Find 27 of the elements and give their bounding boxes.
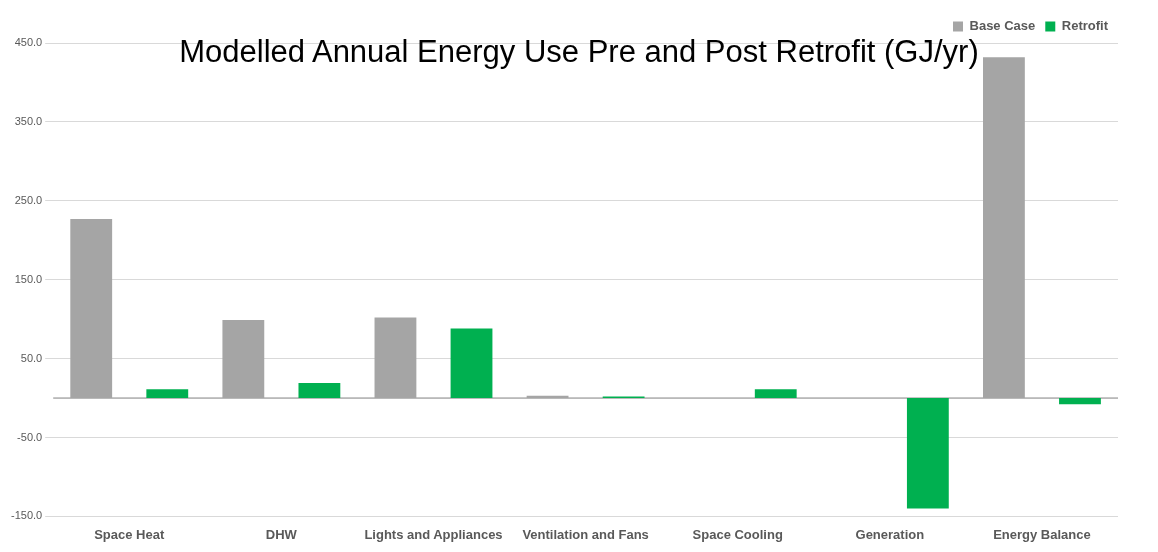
y-tick-label: 250.0 bbox=[14, 193, 43, 206]
bar bbox=[906, 398, 949, 509]
legend-label: Retrofit bbox=[1061, 18, 1109, 34]
x-tick-label: DHW bbox=[265, 526, 298, 542]
y-tick-label: 350.0 bbox=[14, 114, 43, 127]
x-tick-label: Ventilation and Fans bbox=[522, 526, 649, 542]
y-tick-label: -150.0 bbox=[10, 509, 43, 522]
chart-title: Modelled Annual Energy Use Pre and Post Retrofit (GJ/yr) bbox=[179, 34, 979, 69]
bar bbox=[70, 218, 113, 399]
bar bbox=[222, 319, 265, 399]
bar bbox=[450, 328, 493, 399]
x-tick-label: Generation bbox=[855, 526, 925, 542]
bar bbox=[754, 389, 797, 399]
x-tick-label: Space Cooling bbox=[692, 526, 783, 542]
bar bbox=[1059, 398, 1101, 405]
legend-label: Base Case bbox=[969, 18, 1036, 34]
y-tick-label: 450.0 bbox=[14, 36, 43, 49]
x-tick-label: Energy Balance bbox=[993, 526, 1091, 542]
y-tick-label: -50.0 bbox=[17, 430, 43, 443]
x-tick-label: Space Heat bbox=[94, 526, 165, 542]
bar bbox=[298, 383, 341, 399]
y-tick-label: 50.0 bbox=[20, 351, 43, 364]
bar bbox=[146, 389, 189, 399]
x-tick-label: Lights and Appliances bbox=[364, 526, 503, 542]
y-tick-label: 150.0 bbox=[14, 272, 43, 285]
bar bbox=[983, 57, 1025, 399]
bar bbox=[374, 317, 417, 399]
